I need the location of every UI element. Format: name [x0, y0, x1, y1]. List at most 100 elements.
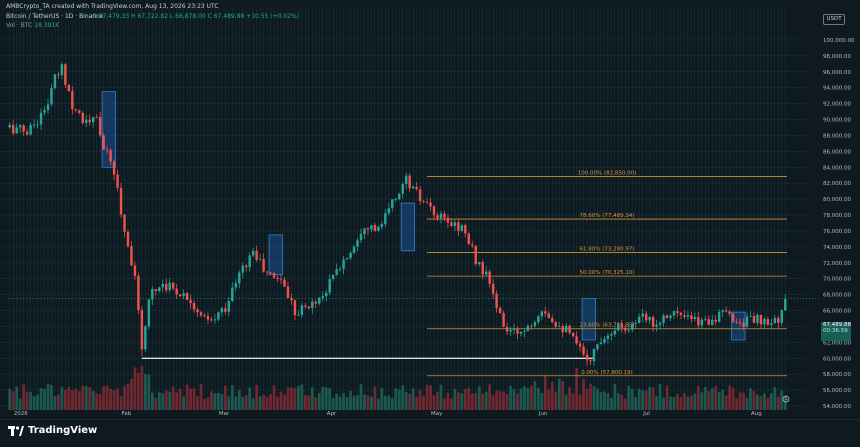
- candle-body: [342, 259, 345, 269]
- candle-body: [537, 316, 540, 323]
- candle-body: [478, 261, 481, 265]
- volume-bar: [484, 391, 488, 410]
- volume-bar: [773, 387, 777, 410]
- price-tick-label: 92,000.00: [823, 102, 851, 108]
- candle-body: [119, 187, 123, 215]
- candle-body: [241, 265, 244, 273]
- volume-bar: [390, 398, 394, 410]
- candle-body: [665, 315, 669, 318]
- candle-body: [130, 246, 133, 266]
- volume-bar: [356, 395, 359, 410]
- volume-bar: [116, 388, 119, 410]
- candle-body: [714, 319, 717, 322]
- volume-bar: [345, 397, 349, 410]
- symbol-line[interactable]: Bitcoin / TetherUS · 1D · Binance: [6, 13, 104, 20]
- candle-body: [634, 323, 637, 324]
- candle-body: [171, 282, 175, 289]
- volume-bar: [251, 398, 255, 410]
- candle-body: [398, 193, 401, 200]
- price-tick-label: 58,000.00: [823, 372, 851, 378]
- candle-body: [530, 325, 533, 327]
- volume-bar: [519, 388, 523, 410]
- price-tick-label: 98,000.00: [823, 54, 851, 60]
- candle-body: [582, 346, 585, 355]
- volume-bar: [286, 387, 290, 410]
- volume-bar: [206, 397, 210, 410]
- candle-body: [554, 322, 557, 327]
- volume-bar: [18, 398, 22, 410]
- volume-bar: [296, 386, 300, 410]
- volume-bar: [168, 391, 172, 410]
- price-tick-label: 68,000.00: [823, 293, 851, 299]
- volume-bar: [234, 396, 238, 410]
- price-tick-label: 82,000.00: [823, 181, 851, 187]
- candle-body: [561, 326, 564, 333]
- candle-body: [57, 74, 60, 76]
- volume-bar: [157, 392, 161, 410]
- volume-bar: [495, 390, 499, 410]
- time-axis[interactable]: 2026 Feb Mar Apr May Jun Jul Aug: [14, 395, 790, 417]
- volume-bar: [77, 391, 81, 410]
- volume-bar: [672, 397, 676, 410]
- candle-body: [109, 150, 112, 162]
- candle-body: [502, 312, 505, 328]
- volume-bar: [651, 387, 655, 410]
- candle-body: [265, 271, 269, 273]
- volume-bar: [418, 390, 422, 410]
- volume-bar: [84, 386, 88, 410]
- candle-body: [505, 327, 509, 332]
- candle-body: [36, 124, 39, 126]
- volume-bar: [738, 392, 742, 410]
- candle-body: [15, 127, 18, 134]
- candle-body: [168, 282, 171, 291]
- price-tick-label: 76,000.00: [823, 229, 851, 235]
- volume-bar: [432, 395, 436, 410]
- candle-body: [394, 199, 397, 200]
- volume-bar: [53, 396, 57, 410]
- volume-bar: [269, 393, 272, 410]
- volume-bar: [693, 393, 697, 410]
- volume-bar: [196, 396, 199, 410]
- volume-bar: [714, 386, 718, 410]
- volume-bar: [429, 385, 432, 410]
- price-tick-label: 90,000.00: [823, 118, 851, 124]
- volume-value: 18.391K: [34, 22, 60, 29]
- tradingview-logo[interactable]: TradingView: [8, 425, 97, 436]
- clock-icon-hand: [785, 398, 788, 401]
- candle-body: [429, 202, 432, 207]
- price-tick-label: 84,000.00: [823, 165, 851, 171]
- candle-body: [735, 321, 738, 323]
- candle-body: [11, 124, 15, 134]
- candle-body: [498, 308, 502, 313]
- price-tick-label: 100,000.00: [823, 38, 855, 44]
- candle-body: [620, 323, 624, 328]
- candle-body: [526, 325, 530, 331]
- volume-bar: [769, 393, 773, 410]
- candle-body: [443, 213, 446, 218]
- candle-body: [773, 317, 777, 324]
- volume-bar: [578, 394, 582, 410]
- candle-body: [756, 314, 759, 323]
- volume-legend[interactable]: Vol · BTC 18.391K: [6, 22, 59, 29]
- tradingview-icon: [8, 425, 24, 436]
- volume-bar: [88, 387, 92, 410]
- candle-body: [321, 296, 324, 299]
- last-price-value: 67,489.88: [823, 322, 851, 328]
- clock-icon-circle: [782, 395, 790, 403]
- volume-bar: [609, 397, 613, 410]
- volume-bar: [383, 395, 387, 410]
- candle-body: [658, 322, 662, 325]
- currency-unit-badge[interactable]: USDT: [823, 14, 845, 25]
- candle-body: [471, 244, 474, 246]
- volume-bar: [745, 397, 749, 410]
- candle-body: [126, 231, 130, 247]
- volume-bar: [123, 386, 126, 410]
- volume-bar: [185, 384, 189, 410]
- volume-bar: [22, 384, 26, 410]
- volume-bar: [241, 396, 245, 410]
- candle-body: [213, 319, 217, 321]
- volume-bar: [324, 387, 328, 410]
- volume-bar: [359, 384, 363, 410]
- candle-body: [279, 278, 283, 280]
